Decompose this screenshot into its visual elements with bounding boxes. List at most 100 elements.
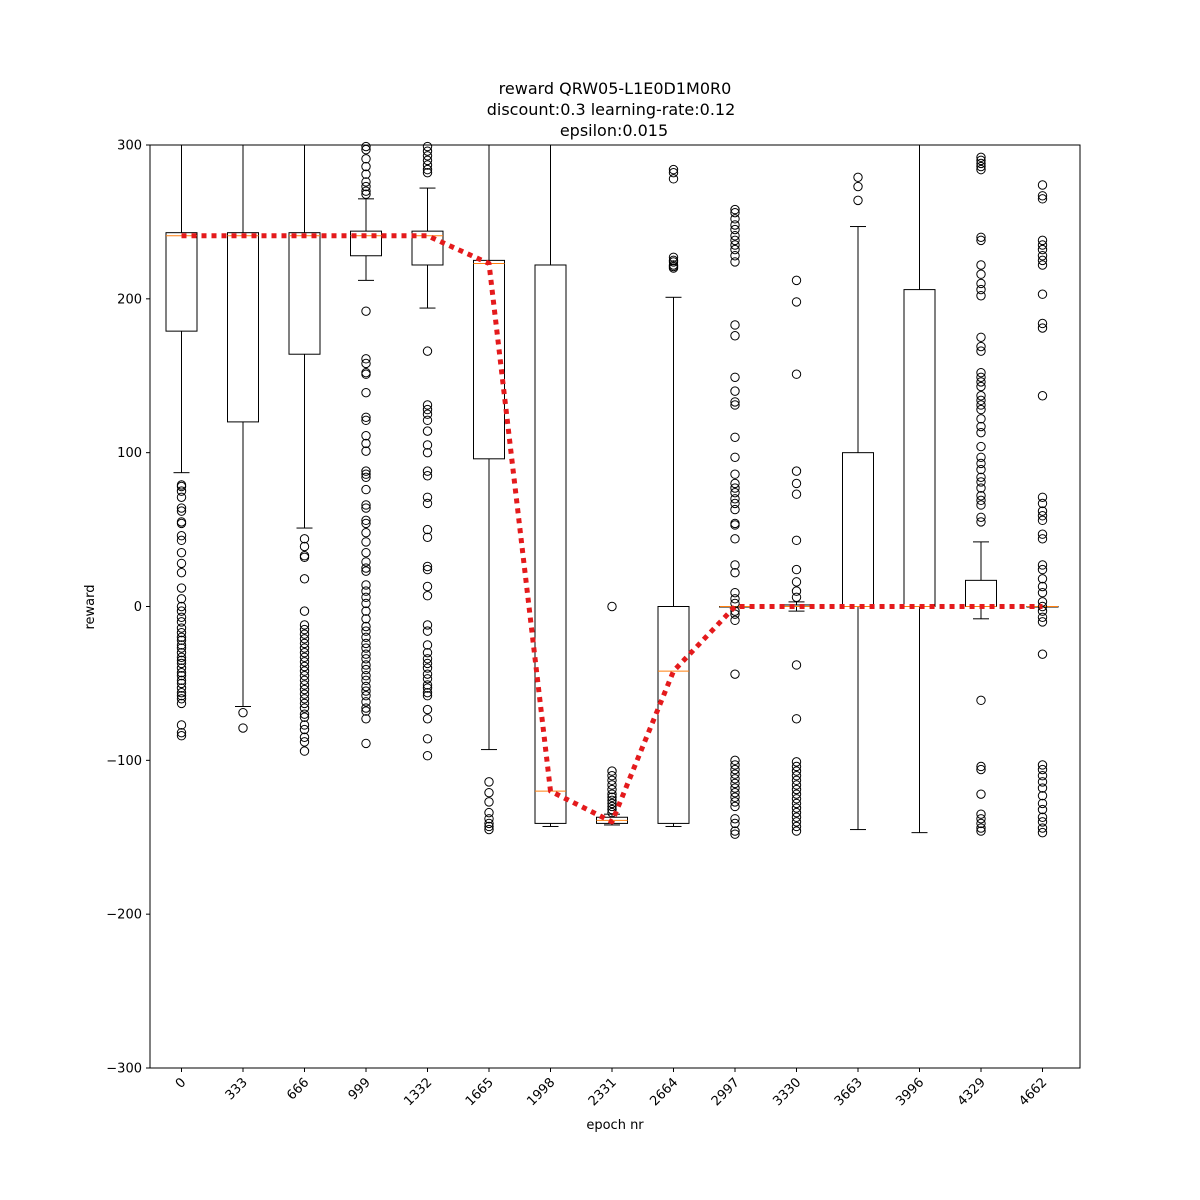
outlier-2997-28 xyxy=(730,534,740,544)
outlier-999-42 xyxy=(361,632,371,642)
outlier-4329-18 xyxy=(976,381,986,392)
outlier-3330-22 xyxy=(791,798,802,809)
box-1998 xyxy=(534,144,567,827)
outlier-1332-3 xyxy=(422,155,433,166)
outlier-4329-31 xyxy=(976,477,986,487)
outlier-1332-20 xyxy=(422,532,433,542)
outlier-1332-33 xyxy=(422,674,433,684)
outlier-666-19 xyxy=(299,680,310,690)
outlier-2997-49 xyxy=(730,814,740,824)
outlier-2331-4 xyxy=(607,780,617,790)
outlier-2997-37 xyxy=(730,669,740,679)
outlier-999-56 xyxy=(361,706,371,716)
outlier-3330-4 xyxy=(791,478,802,489)
outlier-0-23 xyxy=(176,640,187,650)
outlier-2997-14 xyxy=(730,386,740,396)
outlier-4662-42 xyxy=(1037,827,1048,838)
outlier-1332-26 xyxy=(422,626,433,636)
outlier-1332-31 xyxy=(422,663,433,673)
box-4662 xyxy=(1026,180,1059,838)
outlier-1332-25 xyxy=(422,620,433,630)
outlier-999-48 xyxy=(361,664,371,675)
box-1332 xyxy=(411,141,444,761)
outlier-2997-22 xyxy=(730,487,740,498)
outlier-2331-2 xyxy=(607,771,617,781)
box-body-0 xyxy=(165,232,198,332)
outlier-0-13 xyxy=(176,583,187,593)
outlier-2997-13 xyxy=(730,372,740,382)
outlier-999-4 xyxy=(361,169,371,179)
outlier-999-17 xyxy=(361,431,371,441)
outlier-3330-19 xyxy=(791,784,802,795)
outlier-0-35 xyxy=(176,687,187,698)
outlier-4662-7 xyxy=(1037,255,1048,266)
x-tick-label-1665: 1665 xyxy=(463,1075,497,1109)
outlier-4329-27 xyxy=(976,452,986,462)
outlier-999-24 xyxy=(361,500,371,510)
outlier-999-21 xyxy=(361,469,371,479)
outlier-1665-1 xyxy=(484,787,494,798)
outlier-666-26 xyxy=(299,712,310,722)
outlier-3330-25 xyxy=(791,812,802,822)
outlier-1332-22 xyxy=(422,564,433,575)
outlier-666-1 xyxy=(299,541,310,552)
outlier-1332-17 xyxy=(422,492,433,502)
outlier-4662-30 xyxy=(1037,649,1048,659)
box-333 xyxy=(227,144,259,733)
outlier-999-54 xyxy=(361,697,371,707)
outlier-4329-35 xyxy=(976,500,986,510)
outlier-4329-9 xyxy=(976,278,986,289)
outlier-1332-10 xyxy=(422,409,433,419)
outlier-2997-42 xyxy=(730,774,740,784)
outlier-666-30 xyxy=(299,737,310,747)
outlier-666-27 xyxy=(299,720,310,730)
outlier-666-7 xyxy=(299,624,310,635)
outlier-999-27 xyxy=(361,518,371,529)
box-body-1998 xyxy=(534,264,567,824)
outlier-4329-30 xyxy=(976,472,986,482)
outlier-1332-35 xyxy=(422,683,433,693)
outlier-666-9 xyxy=(299,634,310,644)
outlier-1332-38 xyxy=(422,704,433,715)
outlier-1332-9 xyxy=(422,404,433,415)
outlier-999-11 xyxy=(361,358,371,369)
outlier-999-57 xyxy=(361,714,371,724)
outlier-2997-3 xyxy=(730,220,740,230)
outlier-3330-27 xyxy=(791,821,802,832)
outlier-4329-17 xyxy=(976,377,986,387)
outlier-0-24 xyxy=(176,643,187,653)
outlier-4329-16 xyxy=(976,372,986,382)
outlier-2997-43 xyxy=(730,778,740,789)
x-tick-label-4329: 4329 xyxy=(955,1075,989,1109)
outlier-666-29 xyxy=(299,732,310,742)
outlier-4662-38 xyxy=(1037,804,1048,815)
outlier-999-44 xyxy=(361,643,371,653)
outlier-0-34 xyxy=(176,683,187,693)
x-axis: 0 333 666 999 1332 1665 1998 2331 2664 2997 3330 36… xyxy=(173,1068,1050,1109)
outlier-2997-20 xyxy=(730,478,740,489)
outlier-2997-52 xyxy=(730,829,740,839)
outlier-666-21 xyxy=(299,689,310,699)
outlier-4662-28 xyxy=(1037,612,1048,622)
outlier-999-31 xyxy=(361,557,371,567)
outlier-0-14 xyxy=(176,594,187,604)
outlier-2997-48 xyxy=(730,801,740,812)
outlier-999-32 xyxy=(361,563,371,573)
y-axis-label: reward xyxy=(83,584,98,629)
outlier-2331-0 xyxy=(607,601,617,612)
outlier-3330-8 xyxy=(791,577,802,587)
outlier-4329-6 xyxy=(976,235,986,246)
x-tick-label-3996: 3996 xyxy=(893,1075,927,1109)
y-tick-label--200: −200 xyxy=(106,908,142,923)
outlier-3330-11 xyxy=(791,660,802,670)
outlier-666-18 xyxy=(299,675,310,686)
outlier-1332-18 xyxy=(422,498,433,509)
outlier-4662-8 xyxy=(1037,260,1048,270)
outlier-0-12 xyxy=(176,567,187,578)
outlier-0-26 xyxy=(176,652,187,662)
outlier-0-30 xyxy=(176,667,187,678)
outlier-0-19 xyxy=(176,623,187,633)
outlier-4329-26 xyxy=(976,441,986,452)
outlier-4329-3 xyxy=(976,161,986,172)
